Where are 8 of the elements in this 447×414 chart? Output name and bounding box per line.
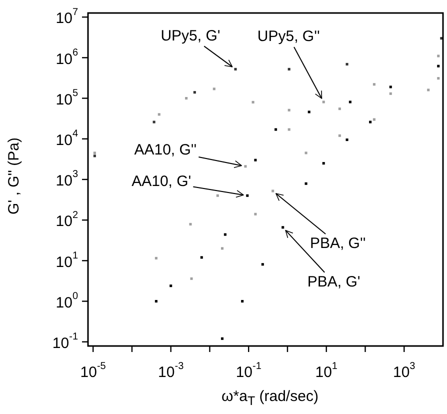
y-axis-title: G' , G'' (Pa): [6, 138, 22, 214]
annotation: PBA, G'': [310, 235, 366, 252]
annotation: AA10, G'': [134, 142, 197, 159]
x-axis-title: ω*a$_{T}$ (rad/sec): [220, 388, 320, 408]
annotation: UPy5, G': [160, 27, 220, 44]
annotation: PBA, G': [307, 274, 360, 291]
annotation: AA10, G': [132, 172, 192, 190]
annotation: UPy5, G'': [257, 28, 320, 46]
